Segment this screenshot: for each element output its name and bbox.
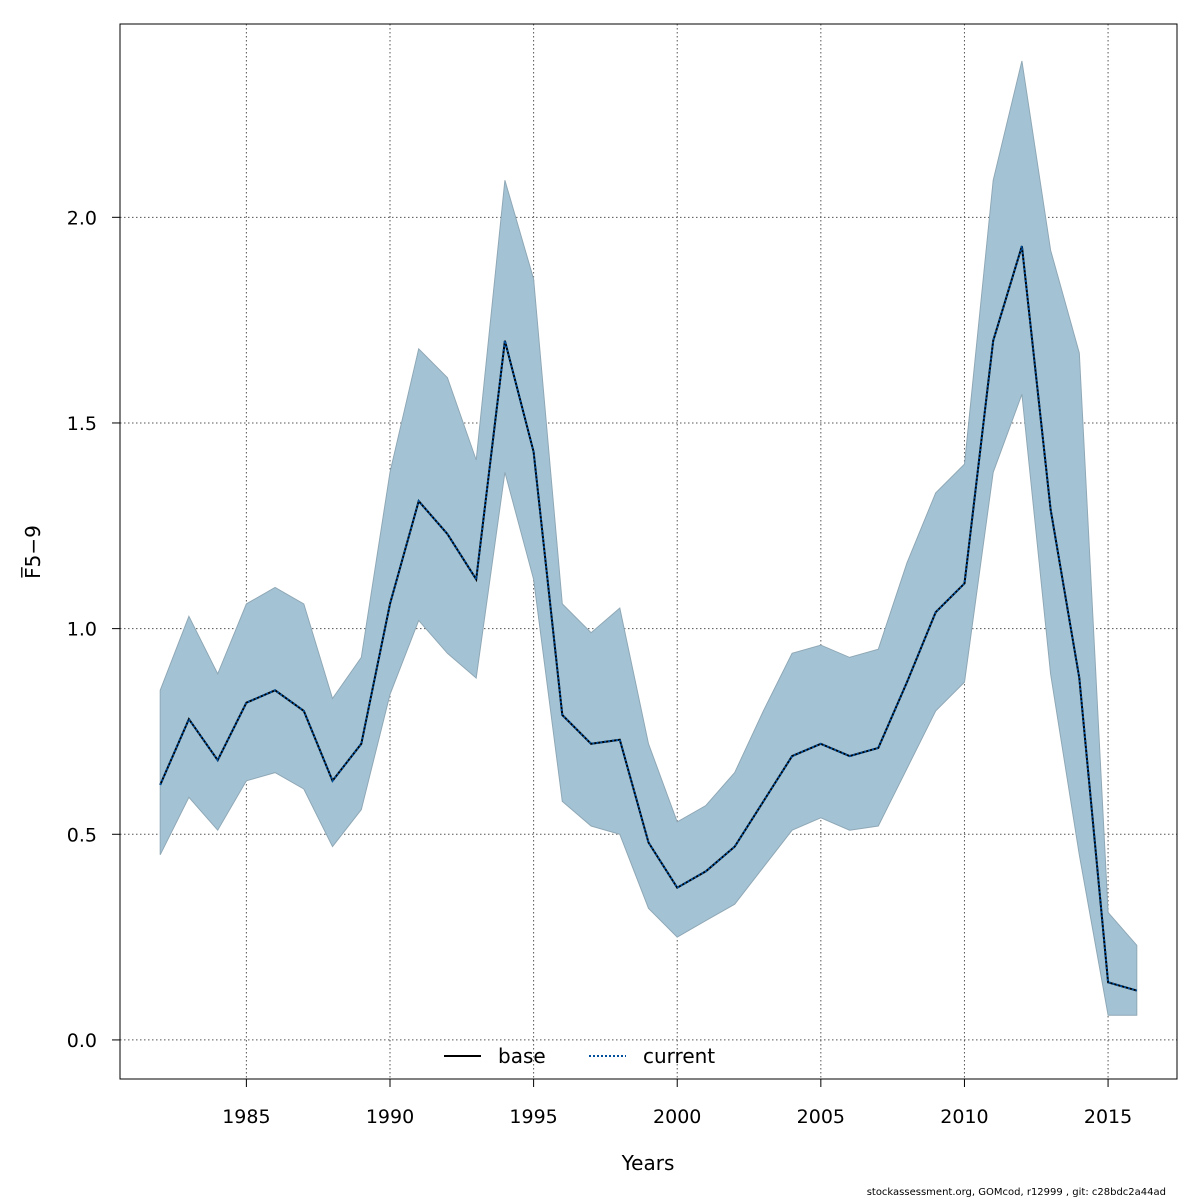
y-tick-label: 2.0 [67,207,97,229]
x-tick-label: 1985 [222,1106,270,1128]
legend: base current [444,1044,715,1068]
legend-label-base: base [498,1044,546,1068]
x-tick-label: 2010 [940,1106,988,1128]
x-tick-label: 1990 [366,1106,414,1128]
y-tick-label: 1.5 [67,413,97,435]
y-axis-title: F̅5−9 [20,525,45,579]
footer-note: stockassessment.org, GOMcod, r12999 , gi… [866,1187,1166,1198]
x-tick-label: 2015 [1084,1106,1132,1128]
x-axis: 1985 1990 1995 2000 2005 2010 2015 [222,1079,1132,1128]
y-tick-label: 0.0 [67,1030,97,1052]
y-axis: 0.0 0.5 1.0 1.5 2.0 [67,207,120,1052]
y-tick-label: 0.5 [67,824,97,846]
x-tick-label: 2000 [653,1106,701,1128]
x-axis-title: Years [621,1151,675,1175]
legend-label-current: current [643,1044,715,1068]
confidence-band [159,60,1138,1016]
plot-frame [119,23,1178,1080]
x-tick-label: 2005 [797,1106,845,1128]
series-lines [159,245,1138,992]
x-tick-label: 1995 [509,1106,557,1128]
y-tick-label: 1.0 [67,619,97,641]
series-line-current [159,245,1138,992]
